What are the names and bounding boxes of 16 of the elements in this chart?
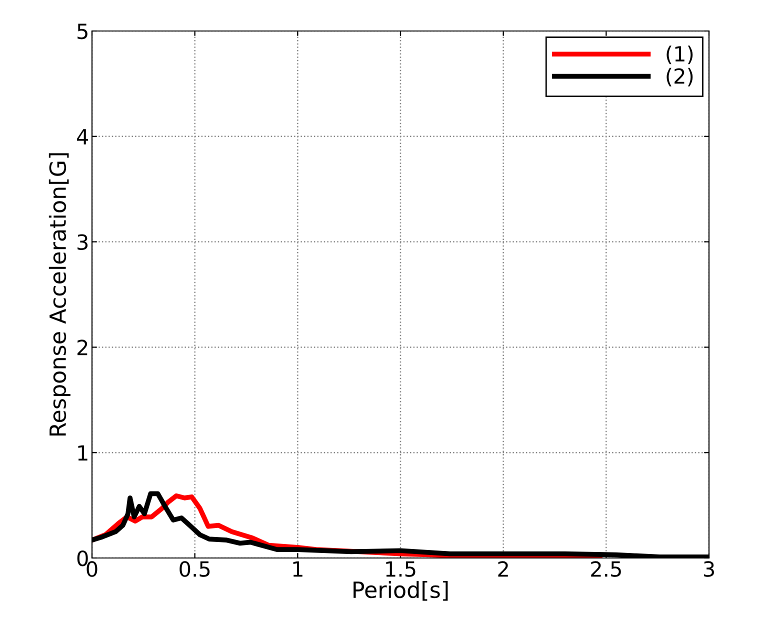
y-tick-label: 1 [78, 445, 88, 461]
x-tick-label: 0.5 [180, 561, 210, 577]
x-axis-title: Period[s] [354, 580, 448, 601]
x-tick-label: 1.5 [386, 561, 416, 577]
y-tick-label: 5 [78, 24, 88, 40]
x-tick-label: 2 [498, 561, 508, 577]
x-tick-label: 3 [704, 561, 714, 577]
y-tick-label: 2 [77, 340, 88, 356]
x-tick-label: 1 [293, 561, 302, 577]
y-tick-label: 3 [78, 234, 88, 250]
y-tick-label: 4 [76, 129, 88, 144]
legend-label: (1) [666, 46, 693, 64]
x-tick-label: 2.5 [591, 561, 621, 577]
y-tick-label: 0 [77, 550, 88, 566]
y-axis-title: Response Acceleration[G] [48, 153, 70, 436]
legend-label: (2) [666, 68, 693, 86]
